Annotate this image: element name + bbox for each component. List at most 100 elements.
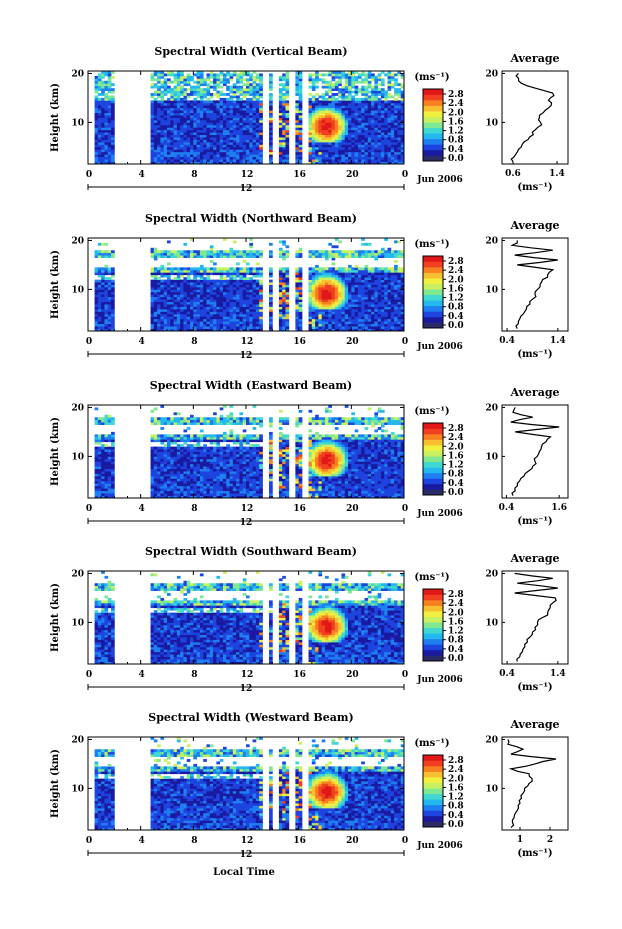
heatmap-cell — [397, 107, 402, 111]
heatmap-cell — [341, 313, 346, 317]
heatmap-cell — [209, 124, 214, 128]
heatmap-cell — [334, 137, 339, 140]
heatmap-cell — [325, 250, 329, 254]
heatmap-cell — [173, 156, 178, 160]
heatmap-cell — [203, 267, 207, 271]
heatmap-cell — [367, 286, 372, 290]
heatmap-cell — [269, 105, 273, 109]
heatmap-cell — [344, 316, 349, 320]
heatmap-cell — [400, 250, 405, 254]
heatmap-cell — [101, 73, 105, 77]
heatmap-cell — [298, 291, 303, 295]
heatmap-cell — [387, 279, 392, 283]
heatmap-cell — [246, 139, 250, 143]
heatmap-cell — [180, 274, 184, 278]
heatmap-cell — [150, 110, 155, 114]
heatmap-cell — [315, 73, 319, 77]
heatmap-cell — [222, 296, 227, 300]
heatmap-cell — [107, 90, 112, 94]
heatmap-cell — [209, 247, 214, 251]
heatmap-cell — [186, 306, 191, 310]
heatmap-cell — [331, 291, 336, 295]
heatmap-cell — [97, 267, 102, 271]
heatmap-cell — [357, 304, 362, 307]
heatmap-cell — [315, 154, 319, 158]
heatmap-cell — [104, 277, 109, 281]
heatmap-cell — [213, 144, 217, 148]
heatmap-cell — [94, 291, 99, 295]
heatmap-cell — [203, 286, 207, 290]
heatmap-cell — [163, 294, 168, 298]
heatmap-cell — [344, 161, 349, 165]
heatmap-cell — [186, 323, 191, 327]
heatmap-cell — [242, 132, 247, 136]
heatmap-cell — [321, 146, 326, 150]
heatmap-cell — [321, 73, 326, 77]
heatmap-cell — [199, 137, 204, 140]
heatmap-cell — [190, 132, 194, 136]
heatmap-cell — [209, 149, 214, 153]
heatmap-cell — [160, 83, 165, 87]
heatmap-cell — [361, 115, 365, 118]
heatmap-cell — [196, 107, 201, 111]
heatmap-cell — [269, 308, 273, 312]
heatmap-cell — [153, 308, 158, 312]
heatmap-cell — [367, 267, 372, 271]
heatmap-cell — [199, 250, 204, 254]
heatmap-cell — [394, 240, 398, 244]
heatmap-cell — [285, 269, 290, 273]
heatmap-cell — [282, 284, 286, 288]
heatmap-cell — [173, 286, 178, 290]
heatmap-cell — [249, 75, 253, 79]
heatmap-cell — [318, 286, 323, 290]
heatmap-cell — [371, 267, 375, 271]
heatmap-cell — [354, 311, 359, 315]
heatmap-cell — [94, 255, 99, 258]
heatmap-cell — [255, 139, 260, 143]
heatmap-cell — [387, 284, 392, 288]
heatmap-cell — [219, 272, 224, 276]
heatmap-cell — [278, 137, 283, 140]
colorbar-tick-label: 1.6 — [448, 117, 464, 127]
heatmap-cell — [298, 247, 303, 251]
heatmap-cell — [331, 277, 336, 281]
heatmap-cell — [186, 144, 191, 148]
heatmap-cell — [239, 308, 244, 312]
heatmap-cell — [249, 318, 253, 322]
heatmap-cell — [107, 289, 112, 293]
heatmap-cell — [295, 137, 300, 140]
heatmap-cell — [400, 286, 405, 290]
heatmap-cell — [252, 308, 257, 312]
heatmap-cell — [255, 306, 260, 310]
heatmap-cell — [157, 299, 161, 303]
heatmap-cell — [354, 100, 359, 104]
heatmap-cell — [111, 149, 115, 153]
heatmap-cell — [216, 296, 221, 300]
heatmap-cell — [361, 154, 365, 158]
heatmap-cell — [193, 73, 198, 77]
heatmap-cell — [269, 255, 273, 258]
heatmap-cell — [285, 326, 290, 329]
heatmap-cell — [232, 326, 237, 329]
heatmap-cell — [213, 272, 217, 276]
heatmap-cell — [203, 313, 207, 317]
heatmap-cell — [97, 93, 102, 96]
heatmap-cell — [249, 156, 253, 160]
heatmap-cell — [186, 326, 191, 329]
heatmap-cell — [239, 306, 244, 310]
heatmap-cell — [278, 306, 283, 310]
heatmap-cell — [269, 141, 273, 145]
heatmap-cell — [394, 115, 398, 118]
heatmap-cell — [203, 323, 207, 327]
heatmap-cell — [180, 156, 184, 160]
heatmap-cell — [246, 80, 250, 84]
heatmap-cell — [170, 73, 174, 77]
heatmap-cell — [150, 112, 155, 116]
heatmap-cell — [331, 245, 336, 249]
heatmap-cell — [367, 242, 372, 246]
heatmap-cell — [226, 284, 230, 288]
heatmap-cell — [213, 316, 217, 320]
heatmap-cell — [150, 289, 155, 293]
heatmap-cell — [351, 291, 356, 295]
heatmap-cell — [269, 93, 273, 96]
